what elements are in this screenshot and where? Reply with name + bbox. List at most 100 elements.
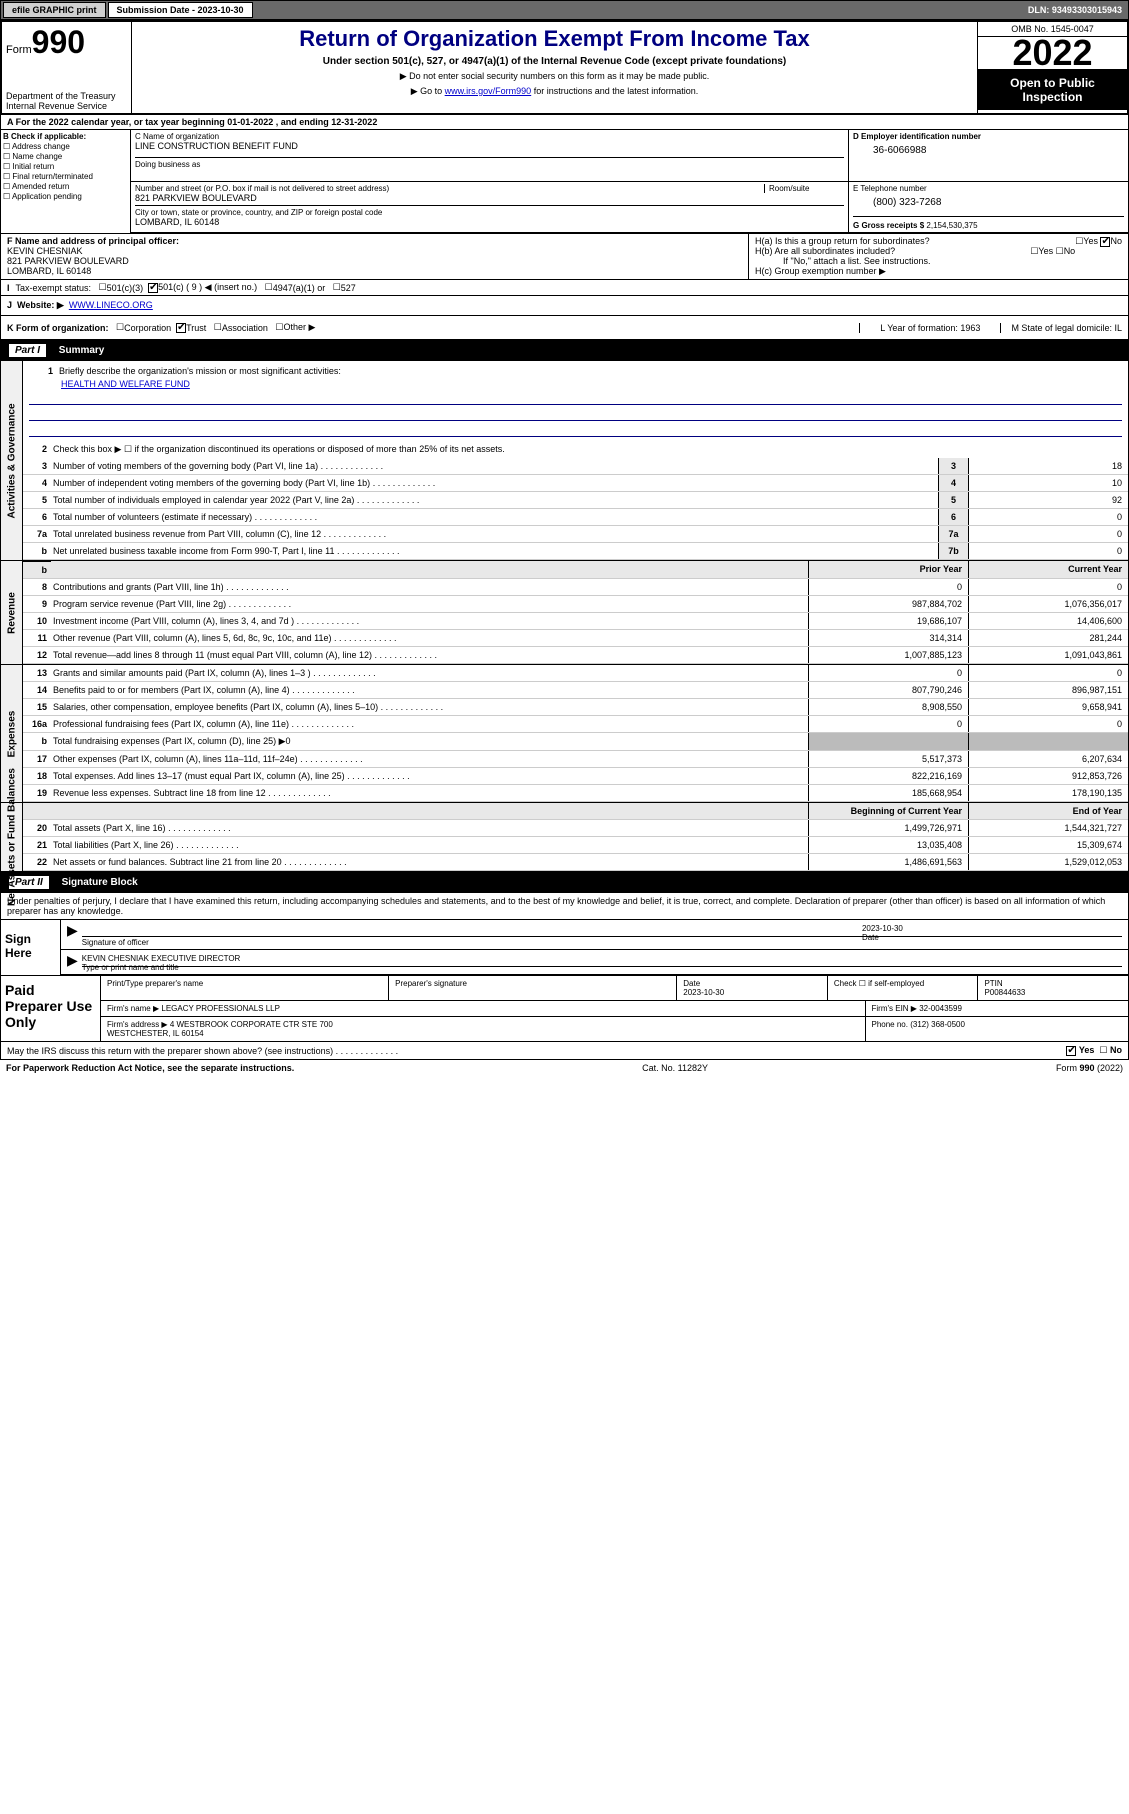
form-subtitle: Under section 501(c), 527, or 4947(a)(1)… (136, 56, 973, 67)
form-990-number: 990 (32, 24, 85, 60)
addr-label: Number and street (or P.O. box if mail i… (135, 184, 764, 193)
revenue-section: Revenue bPrior YearCurrent Year 8 Contri… (0, 561, 1129, 665)
sig-officer-label: Signature of officer (82, 936, 862, 947)
data-line: 9 Program service revenue (Part VIII, li… (23, 596, 1128, 613)
irs-link[interactable]: www.irs.gov/Form990 (445, 86, 532, 96)
form-note-link: ▶ Go to www.irs.gov/Form990 for instruct… (136, 86, 973, 97)
chk-amended[interactable]: ☐ Amended return (3, 182, 128, 191)
prior-year-value: 0 (808, 579, 968, 595)
current-year-hdr: Current Year (968, 561, 1128, 578)
line-num: 21 (23, 837, 51, 853)
dln-label: DLN: 93493303015943 (1028, 5, 1128, 15)
line-text: Contributions and grants (Part VIII, lin… (51, 579, 808, 595)
chk-name-change[interactable]: ☐ Name change (3, 152, 128, 161)
phone-block: E Telephone number (800) 323-7268 G Gros… (848, 182, 1128, 232)
line-value: 18 (968, 458, 1128, 474)
pt-date: 2023-10-30 (683, 988, 724, 997)
org-name-block: C Name of organization LINE CONSTRUCTION… (131, 130, 848, 181)
chk-final-return[interactable]: ☐ Final return/terminated (3, 172, 128, 181)
current-year-value: 15,309,674 (968, 837, 1128, 853)
line-num: 14 (23, 682, 51, 698)
mission-link[interactable]: HEALTH AND WELFARE FUND (61, 379, 190, 389)
street-address: 821 PARKVIEW BOULEVARD (135, 193, 844, 203)
shaded-cell (968, 733, 1128, 750)
line-text: Total assets (Part X, line 16) (51, 820, 808, 836)
side-na-text: Net Assets or Fund Balances (6, 768, 17, 906)
row-a-period: A For the 2022 calendar year, or tax yea… (0, 115, 1129, 130)
side-net-assets: Net Assets or Fund Balances (1, 803, 23, 871)
end-year-hdr: End of Year (968, 803, 1128, 819)
chk-app-pending[interactable]: ☐ Application pending (3, 192, 128, 201)
arrow-icon: ▶ (67, 952, 78, 972)
room-label: Room/suite (764, 184, 844, 193)
prior-year-value: 0 (808, 665, 968, 681)
preparer-name-label: Print/Type preparer's name (101, 976, 389, 1000)
firm-name-label: Firm's name ▶ (107, 1004, 159, 1013)
k-label: K Form of organization: (7, 323, 109, 333)
ha-label: H(a) Is this a group return for subordin… (755, 236, 930, 246)
current-year-value: 1,076,356,017 (968, 596, 1128, 612)
officer-value: KEVIN CHESNIAK 821 PARKVIEW BOULEVARD LO… (7, 246, 742, 276)
arrow-icon: ▶ (67, 922, 78, 947)
opt-501c9: 501(c) ( 9 ) ◀ (insert no.) (158, 282, 257, 293)
ptin-label: PTIN (984, 979, 1002, 988)
line-box: 5 (938, 492, 968, 508)
line-num: 7a (23, 526, 51, 542)
data-line: 11 Other revenue (Part VIII, column (A),… (23, 630, 1128, 647)
period-text: A For the 2022 calendar year, or tax yea… (7, 117, 377, 127)
page-footer: For Paperwork Reduction Act Notice, see … (0, 1060, 1129, 1076)
officer-name-label: Type or print name and title (82, 963, 179, 972)
efile-print-button[interactable]: efile GRAPHIC print (3, 2, 106, 18)
line-value: 10 (968, 475, 1128, 491)
chk-initial-return[interactable]: ☐ Initial return (3, 162, 128, 171)
shaded-cell (808, 733, 968, 750)
line-box: 7a (938, 526, 968, 542)
org-name-label: C Name of organization (135, 132, 844, 141)
row-j: J Website: ▶ WWW.LINECO.ORG (0, 296, 1129, 316)
chk-address-change[interactable]: ☐ Address change (3, 142, 128, 151)
yes-label: Yes (1079, 1045, 1095, 1055)
mission-label: Briefly describe the organization's miss… (57, 363, 1122, 379)
data-line: 16a Professional fundraising fees (Part … (23, 716, 1128, 733)
ein-value: 36-6066988 (853, 141, 1124, 156)
mission-line (29, 391, 1122, 405)
line-text: Salaries, other compensation, employee b… (51, 699, 808, 715)
form-note-ssn: ▶ Do not enter social security numbers o… (136, 71, 973, 82)
state-domicile: M State of legal domicile: IL (1000, 323, 1122, 333)
data-line: 10 Investment income (Part VIII, column … (23, 613, 1128, 630)
pt-date-label: Date (683, 979, 700, 988)
principal-officer: F Name and address of principal officer:… (1, 234, 748, 279)
prior-year-value: 185,668,954 (808, 785, 968, 801)
form-number: Form990 (6, 24, 127, 61)
chk-label: Amended return (12, 182, 69, 191)
current-year-value: 6,207,634 (968, 751, 1128, 767)
line-text: Revenue less expenses. Subtract line 18 … (51, 785, 808, 801)
chk-label: Name change (12, 152, 62, 161)
prior-year-value: 19,686,107 (808, 613, 968, 629)
self-employed-chk: Check ☐ if self-employed (828, 976, 979, 1000)
data-line: 15 Salaries, other compensation, employe… (23, 699, 1128, 716)
data-line: 12 Total revenue—add lines 8 through 11 … (23, 647, 1128, 664)
current-year-value: 0 (968, 716, 1128, 732)
data-line: 20 Total assets (Part X, line 16) 1,499,… (23, 820, 1128, 837)
activities-governance: Activities & Governance 1Briefly describ… (0, 361, 1129, 561)
col-cd: C Name of organization LINE CONSTRUCTION… (131, 130, 1128, 233)
chk-label: Application pending (12, 192, 82, 201)
line-text: Number of voting members of the governin… (51, 458, 938, 474)
line-text: Total number of volunteers (estimate if … (51, 509, 938, 525)
note-post: for instructions and the latest informat… (531, 86, 698, 96)
open-public: Open to Public Inspection (978, 70, 1127, 110)
col-b-header: B Check if applicable: (3, 132, 86, 141)
current-year-value: 1,091,043,861 (968, 647, 1128, 663)
line-text: Investment income (Part VIII, column (A)… (51, 613, 808, 629)
paid-preparer-label: Paid Preparer Use Only (1, 976, 101, 1041)
gross-receipts-value: 2,154,530,375 (926, 221, 977, 230)
prior-year-value: 8,908,550 (808, 699, 968, 715)
website-link[interactable]: WWW.LINECO.ORG (69, 300, 153, 310)
city-label: City or town, state or province, country… (135, 205, 844, 217)
form-header: Form990 Department of the Treasury Inter… (0, 20, 1129, 115)
prior-year-value: 822,216,169 (808, 768, 968, 784)
line-num: 5 (23, 492, 51, 508)
line-box: 4 (938, 475, 968, 491)
line-text: Net unrelated business taxable income fr… (51, 543, 938, 559)
